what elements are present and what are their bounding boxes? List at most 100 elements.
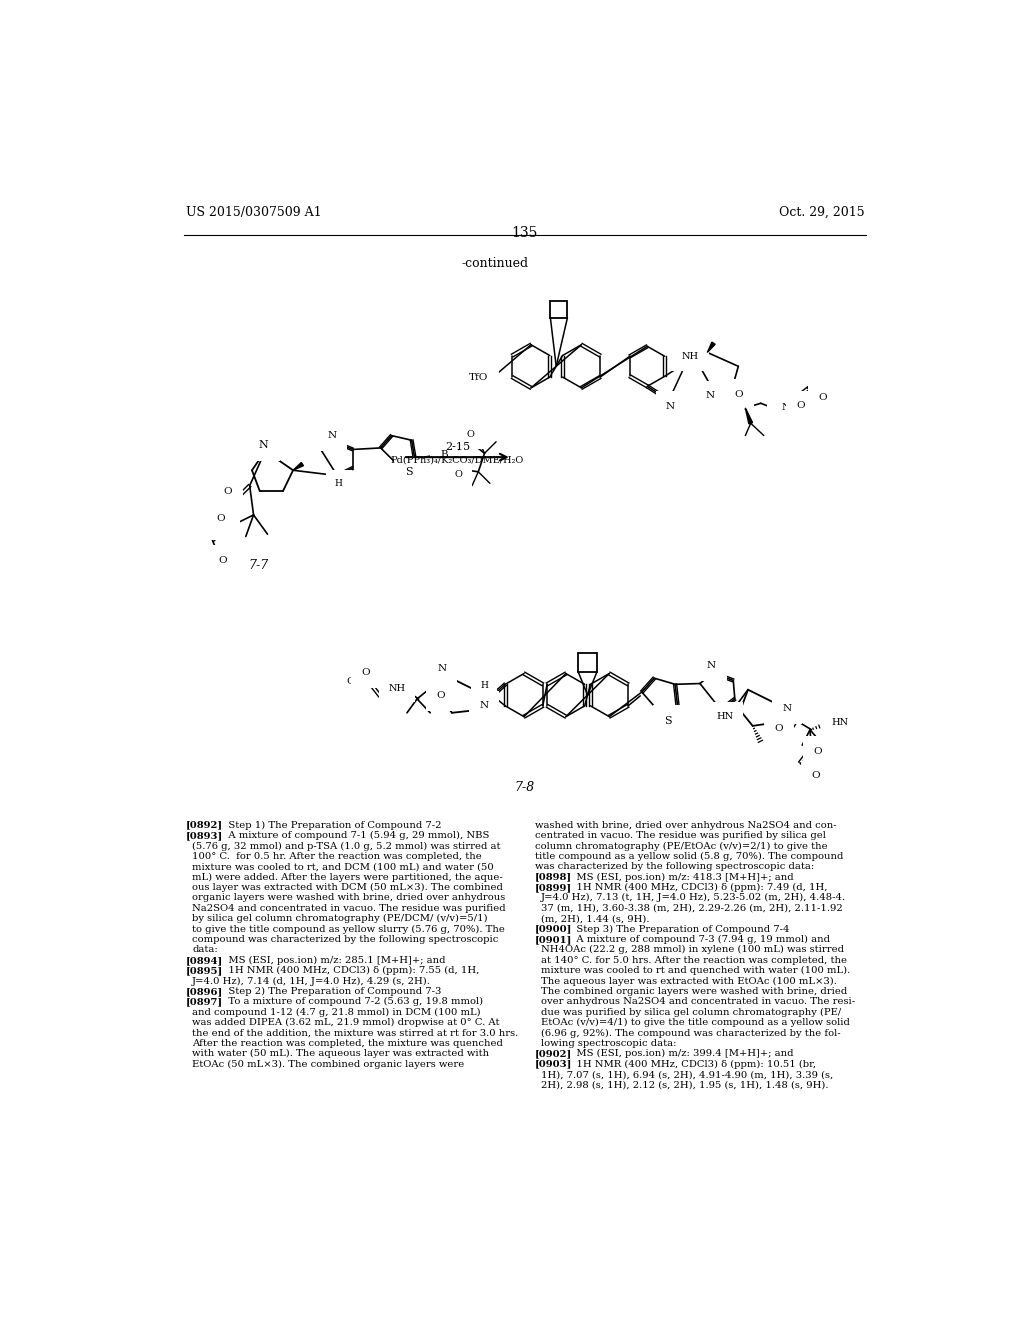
- Text: title compound as a yellow solid (5.8 g, 70%). The compound: title compound as a yellow solid (5.8 g,…: [535, 851, 843, 861]
- Text: 1H NMR (400 MHz, CDCl3) δ (ppm): 10.51 (br,: 1H NMR (400 MHz, CDCl3) δ (ppm): 10.51 (…: [567, 1060, 816, 1069]
- Text: 37 (m, 1H), 3.60-3.38 (m, 2H), 2.29-2.26 (m, 2H), 2.11-1.92: 37 (m, 1H), 3.60-3.38 (m, 2H), 2.29-2.26…: [541, 904, 843, 912]
- Text: S: S: [406, 467, 413, 477]
- Polygon shape: [708, 342, 715, 352]
- Text: [0903]: [0903]: [535, 1060, 572, 1069]
- Text: [0901]: [0901]: [535, 935, 572, 944]
- Text: O: O: [361, 668, 371, 677]
- Text: O: O: [813, 747, 822, 756]
- Text: Step 3) The Preparation of Compound 7-4: Step 3) The Preparation of Compound 7-4: [567, 924, 790, 933]
- Text: data:: data:: [193, 945, 218, 954]
- Text: J=4.0 Hz), 7.14 (d, 1H, J=4.0 Hz), 4.29 (s, 2H).: J=4.0 Hz), 7.14 (d, 1H, J=4.0 Hz), 4.29 …: [193, 977, 431, 986]
- Text: organic layers were washed with brine, dried over anhydrous: organic layers were washed with brine, d…: [193, 894, 506, 903]
- Text: [0900]: [0900]: [535, 924, 572, 933]
- Text: J=4.0 Hz), 7.13 (t, 1H, J=4.0 Hz), 5.23-5.02 (m, 2H), 4.48-4.: J=4.0 Hz), 7.13 (t, 1H, J=4.0 Hz), 5.23-…: [541, 894, 846, 903]
- Text: H: H: [776, 407, 784, 416]
- Text: [0894]: [0894]: [186, 956, 223, 965]
- Text: NH: NH: [682, 352, 698, 360]
- Text: [0897]: [0897]: [186, 998, 223, 1006]
- Polygon shape: [745, 408, 753, 424]
- Text: with water (50 mL). The aqueous layer was extracted with: with water (50 mL). The aqueous layer wa…: [193, 1049, 489, 1059]
- Text: over anhydrous Na2SO4 and concentrated in vacuo. The resi-: over anhydrous Na2SO4 and concentrated i…: [541, 998, 855, 1006]
- Text: due was purified by silica gel column chromatography (PE/: due was purified by silica gel column ch…: [541, 1007, 842, 1016]
- Text: MS (ESI, pos.ion) m/z: 285.1 [M+H]+; and: MS (ESI, pos.ion) m/z: 285.1 [M+H]+; and: [219, 956, 445, 965]
- Text: mixture was cooled to rt, and DCM (100 mL) and water (50: mixture was cooled to rt, and DCM (100 m…: [193, 862, 494, 871]
- Text: To a mixture of compound 7-2 (5.63 g, 19.8 mmol): To a mixture of compound 7-2 (5.63 g, 19…: [219, 998, 482, 1006]
- Text: 7-7: 7-7: [248, 558, 268, 572]
- Text: was characterized by the following spectroscopic data:: was characterized by the following spect…: [535, 862, 814, 871]
- Text: H: H: [335, 479, 343, 488]
- Text: HN: HN: [716, 713, 733, 721]
- Text: 2H), 2.98 (s, 1H), 2.12 (s, 2H), 1.95 (s, 1H), 1.48 (s, 9H).: 2H), 2.98 (s, 1H), 2.12 (s, 2H), 1.95 (s…: [541, 1081, 828, 1089]
- Text: O: O: [811, 771, 820, 780]
- Text: NH4OAc (22.2 g, 288 mmol) in xylene (100 mL) was stirred: NH4OAc (22.2 g, 288 mmol) in xylene (100…: [541, 945, 844, 954]
- Text: N: N: [480, 701, 488, 710]
- Text: A mixture of compound 7-1 (5.94 g, 29 mmol), NBS: A mixture of compound 7-1 (5.94 g, 29 mm…: [219, 832, 489, 840]
- Text: HN: HN: [213, 521, 230, 531]
- Text: at 140° C. for 5.0 hrs. After the reaction was completed, the: at 140° C. for 5.0 hrs. After the reacti…: [541, 956, 847, 965]
- Text: -continued: -continued: [461, 257, 528, 271]
- Text: [0895]: [0895]: [186, 966, 223, 975]
- Text: HN: HN: [830, 718, 848, 727]
- Text: [0892]: [0892]: [186, 821, 223, 829]
- Text: to give the title compound as yellow slurry (5.76 g, 70%). The: to give the title compound as yellow slu…: [193, 924, 505, 933]
- Text: N: N: [666, 401, 675, 411]
- Text: Step 1) The Preparation of Compound 7-2: Step 1) The Preparation of Compound 7-2: [219, 821, 441, 830]
- Text: [0898]: [0898]: [535, 873, 572, 882]
- Text: EtOAc (v/v)=4/1) to give the title compound as a yellow solid: EtOAc (v/v)=4/1) to give the title compo…: [541, 1018, 850, 1027]
- Text: O: O: [818, 392, 827, 401]
- Text: Step 2) The Preparation of Compound 7-3: Step 2) The Preparation of Compound 7-3: [219, 987, 441, 997]
- Text: O: O: [797, 401, 806, 411]
- Text: compound was characterized by the following spectroscopic: compound was characterized by the follow…: [193, 935, 499, 944]
- Text: O: O: [223, 487, 232, 496]
- Text: Pd(PPh₃)₄/K₂CO₃/DME/H₂O: Pd(PPh₃)₄/K₂CO₃/DME/H₂O: [391, 455, 524, 465]
- Text: TfO: TfO: [469, 374, 488, 383]
- Text: N: N: [781, 404, 791, 412]
- Text: O: O: [216, 515, 224, 523]
- Text: by silica gel column chromatography (PE/DCM/ (v/v)=5/1): by silica gel column chromatography (PE/…: [193, 915, 488, 923]
- Text: N: N: [782, 705, 792, 713]
- Text: N: N: [437, 664, 446, 673]
- Text: O: O: [775, 723, 783, 733]
- Text: O: O: [467, 430, 474, 440]
- Text: 1H NMR (400 MHz, CDCl3) δ (ppm): 7.49 (d, 1H,: 1H NMR (400 MHz, CDCl3) δ (ppm): 7.49 (d…: [567, 883, 828, 892]
- Text: washed with brine, dried over anhydrous Na2SO4 and con-: washed with brine, dried over anhydrous …: [535, 821, 837, 829]
- Polygon shape: [473, 698, 483, 710]
- Text: [0899]: [0899]: [535, 883, 572, 892]
- Text: O: O: [735, 389, 743, 399]
- Text: B: B: [440, 450, 449, 459]
- Text: [0896]: [0896]: [186, 987, 223, 995]
- Text: 2-15: 2-15: [444, 442, 470, 451]
- Text: 1H NMR (400 MHz, CDCl3) δ (ppm): 7.55 (d, 1H,: 1H NMR (400 MHz, CDCl3) δ (ppm): 7.55 (d…: [219, 966, 479, 975]
- Text: N: N: [328, 432, 337, 440]
- Text: ous layer was extracted with DCM (50 mL×3). The combined: ous layer was extracted with DCM (50 mL×…: [193, 883, 503, 892]
- Text: Oct. 29, 2015: Oct. 29, 2015: [778, 206, 864, 219]
- Text: N: N: [707, 661, 716, 671]
- Text: After the reaction was completed, the mixture was quenched: After the reaction was completed, the mi…: [193, 1039, 503, 1048]
- Text: A mixture of compound 7-3 (7.94 g, 19 mmol) and: A mixture of compound 7-3 (7.94 g, 19 mm…: [567, 935, 830, 944]
- Text: The combined organic layers were washed with brine, dried: The combined organic layers were washed …: [541, 987, 847, 995]
- Text: 1H), 7.07 (s, 1H), 6.94 (s, 2H), 4.91-4.90 (m, 1H), 3.39 (s,: 1H), 7.07 (s, 1H), 6.94 (s, 2H), 4.91-4.…: [541, 1071, 834, 1078]
- Text: NH: NH: [388, 684, 406, 693]
- Text: H: H: [480, 681, 488, 690]
- Text: (6.96 g, 92%). The compound was characterized by the fol-: (6.96 g, 92%). The compound was characte…: [541, 1028, 841, 1038]
- Text: [0902]: [0902]: [535, 1049, 572, 1059]
- Text: 100° C.  for 0.5 hr. After the reaction was completed, the: 100° C. for 0.5 hr. After the reaction w…: [193, 851, 482, 861]
- Text: US 2015/0307509 A1: US 2015/0307509 A1: [186, 206, 322, 219]
- Text: lowing spectroscopic data:: lowing spectroscopic data:: [541, 1039, 677, 1048]
- Text: was added DIPEA (3.62 mL, 21.9 mmol) dropwise at 0° C. At: was added DIPEA (3.62 mL, 21.9 mmol) dro…: [193, 1018, 500, 1027]
- Text: column chromatography (PE/EtOAc (v/v)=2/1) to give the: column chromatography (PE/EtOAc (v/v)=2/…: [535, 841, 827, 850]
- Text: MS (ESI, pos.ion) m/z: 418.3 [M+H]+; and: MS (ESI, pos.ion) m/z: 418.3 [M+H]+; and: [567, 873, 794, 882]
- Text: 7-8: 7-8: [515, 780, 535, 793]
- Text: MS (ESI, pos.ion) m/z: 399.4 [M+H]+; and: MS (ESI, pos.ion) m/z: 399.4 [M+H]+; and: [567, 1049, 794, 1059]
- Text: mixture was cooled to rt and quenched with water (100 mL).: mixture was cooled to rt and quenched wi…: [541, 966, 850, 975]
- Text: O: O: [218, 556, 227, 565]
- Text: (m, 2H), 1.44 (s, 9H).: (m, 2H), 1.44 (s, 9H).: [541, 915, 649, 923]
- Text: S: S: [665, 717, 672, 726]
- Text: (5.76 g, 32 mmol) and p-TSA (1.0 g, 5.2 mmol) was stirred at: (5.76 g, 32 mmol) and p-TSA (1.0 g, 5.2 …: [193, 841, 501, 850]
- Text: O: O: [455, 470, 462, 479]
- Text: O: O: [346, 677, 354, 686]
- Text: Na2SO4 and concentrated in vacuo. The residue was purified: Na2SO4 and concentrated in vacuo. The re…: [193, 904, 506, 912]
- Text: N: N: [259, 440, 268, 450]
- Text: centrated in vacuo. The residue was purified by silica gel: centrated in vacuo. The residue was puri…: [535, 832, 825, 840]
- Polygon shape: [293, 462, 303, 470]
